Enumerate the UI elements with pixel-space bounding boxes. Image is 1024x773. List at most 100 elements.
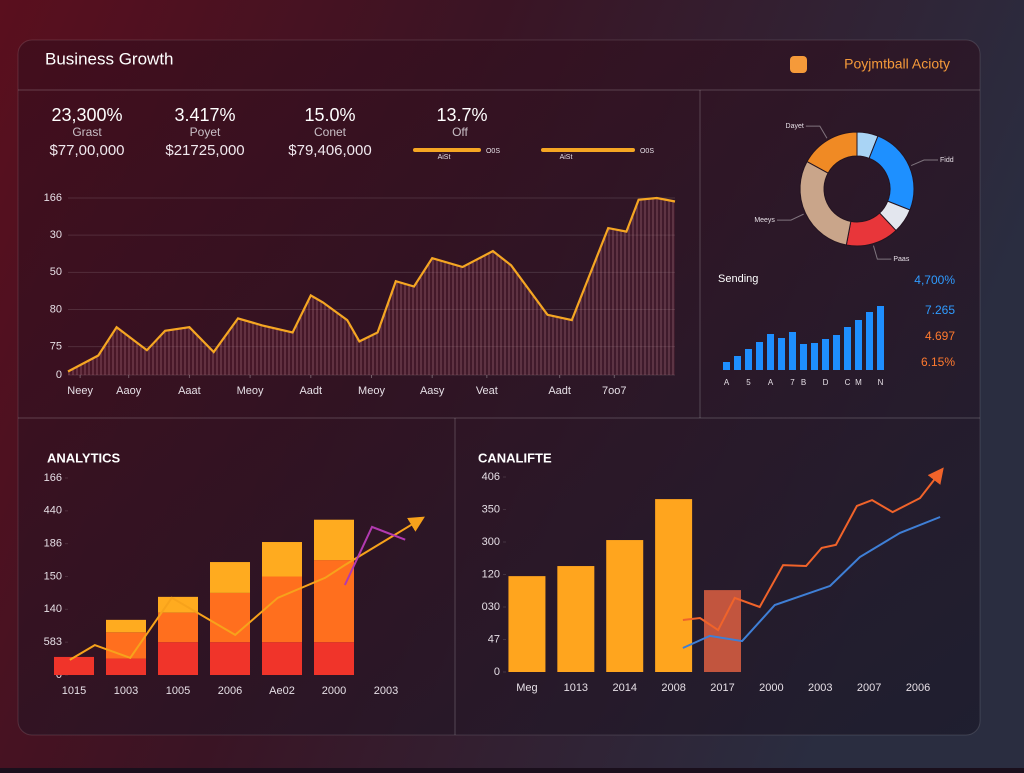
x-tick-label: 2017 — [710, 682, 734, 694]
y-tick-label: 50 — [50, 266, 62, 278]
leader-line — [910, 159, 938, 167]
x-tick-label: A — [724, 378, 730, 387]
x-tick-label: 5 — [746, 378, 751, 387]
kpi-value: 3.417% — [174, 105, 235, 125]
line — [682, 516, 941, 649]
bar — [262, 642, 302, 675]
y-tick-label: 140 — [44, 603, 62, 615]
bar — [210, 592, 250, 643]
x-tick-label: Veat — [476, 385, 498, 397]
bar — [158, 612, 198, 643]
bar — [877, 306, 884, 370]
kpi-value: 23,300% — [51, 105, 122, 125]
x-tick-label: A — [768, 378, 774, 387]
x-tick-label: Aadt — [299, 385, 322, 397]
bar — [734, 356, 741, 370]
x-tick-label: N — [878, 378, 884, 387]
x-tick-label: 2000 — [322, 685, 346, 697]
x-tick-label: 1013 — [564, 682, 588, 694]
bar — [314, 519, 354, 561]
kpi-label: Off — [452, 125, 468, 139]
bar — [723, 362, 730, 370]
y-tick-label: 0 — [56, 369, 62, 381]
y-tick-label: 166 — [44, 192, 62, 204]
line — [343, 525, 406, 586]
y-tick-label: 0 — [494, 666, 500, 678]
x-tick-label: Meg — [516, 682, 537, 694]
x-tick-label: C — [845, 378, 851, 387]
x-tick-label: 7 — [790, 378, 795, 387]
bar — [745, 349, 752, 370]
x-tick-label: Aaoy — [116, 385, 142, 397]
bar — [767, 334, 774, 370]
leader-line — [776, 213, 804, 221]
bar — [655, 499, 693, 672]
line — [69, 516, 425, 661]
x-tick-label: 2000 — [759, 682, 783, 694]
x-tick-label: Meoy — [358, 385, 385, 397]
leader-line — [805, 125, 828, 139]
kpi-amount: $77,00,000 — [49, 142, 124, 159]
bar — [158, 596, 198, 613]
page-title: Business Growth — [45, 49, 174, 68]
y-tick-label: 166 — [44, 472, 62, 484]
y-tick-label: 300 — [482, 536, 500, 548]
stat-value: 4,700% — [914, 273, 955, 287]
x-tick-label: 1015 — [62, 685, 86, 697]
y-tick-label: 350 — [482, 503, 500, 515]
brand-icon — [790, 56, 807, 73]
progress-bar — [413, 148, 481, 152]
kpi-amount: $79,406,000 — [288, 142, 371, 159]
bar — [800, 344, 807, 370]
y-tick-label: 75 — [50, 341, 62, 353]
chart-title: CANALIFTE — [478, 450, 552, 465]
y-tick-label: 150 — [44, 570, 62, 582]
bar — [866, 312, 873, 370]
x-tick-label: Aasy — [420, 385, 445, 397]
kpi-amount: $21725,000 — [165, 142, 244, 159]
y-tick-label: 186 — [44, 538, 62, 550]
pie-label: Dayet — [786, 123, 804, 130]
x-tick-label: Neey — [67, 385, 93, 397]
y-tick-label: 030 — [482, 601, 500, 613]
x-tick-label: 2007 — [857, 682, 881, 694]
pie-label: Fidd — [940, 157, 954, 164]
x-tick-label: B — [801, 378, 806, 387]
stat-value: 4.697 — [925, 329, 955, 343]
y-tick-label: 30 — [50, 229, 62, 241]
bar — [778, 338, 785, 370]
bar — [210, 642, 250, 675]
bar — [158, 642, 198, 675]
stat-value: 6.15% — [921, 355, 955, 369]
bar — [756, 342, 763, 370]
bar — [508, 576, 546, 672]
y-tick-label: 47 — [488, 633, 500, 645]
y-tick-label: 80 — [50, 303, 62, 315]
y-tick-label: 583 — [44, 636, 62, 648]
bar — [789, 332, 796, 370]
kpi-value: 13.7% — [436, 105, 487, 125]
x-tick-label: 1005 — [166, 685, 190, 697]
chart-title: Sending — [718, 273, 758, 285]
x-tick-label: 2003 — [374, 685, 398, 697]
x-tick-label: Ae02 — [269, 685, 295, 697]
pie-slice — [806, 131, 858, 174]
kpi-label: Conet — [314, 125, 347, 139]
bar — [833, 335, 840, 370]
x-tick-label: 2008 — [661, 682, 685, 694]
bar — [704, 590, 741, 672]
line — [682, 467, 944, 632]
x-tick-label: M — [855, 378, 862, 387]
y-tick-label: 440 — [44, 505, 62, 517]
brand: Poyjmtball Acioty — [844, 56, 950, 72]
bar — [844, 327, 851, 370]
bar — [811, 343, 818, 370]
bar — [822, 339, 829, 370]
progress-label: O0S — [486, 148, 500, 155]
bar — [557, 566, 595, 672]
main-panel — [17, 39, 981, 736]
bar — [855, 320, 862, 370]
y-tick-label: 120 — [482, 568, 500, 580]
progress-bar — [541, 148, 635, 152]
